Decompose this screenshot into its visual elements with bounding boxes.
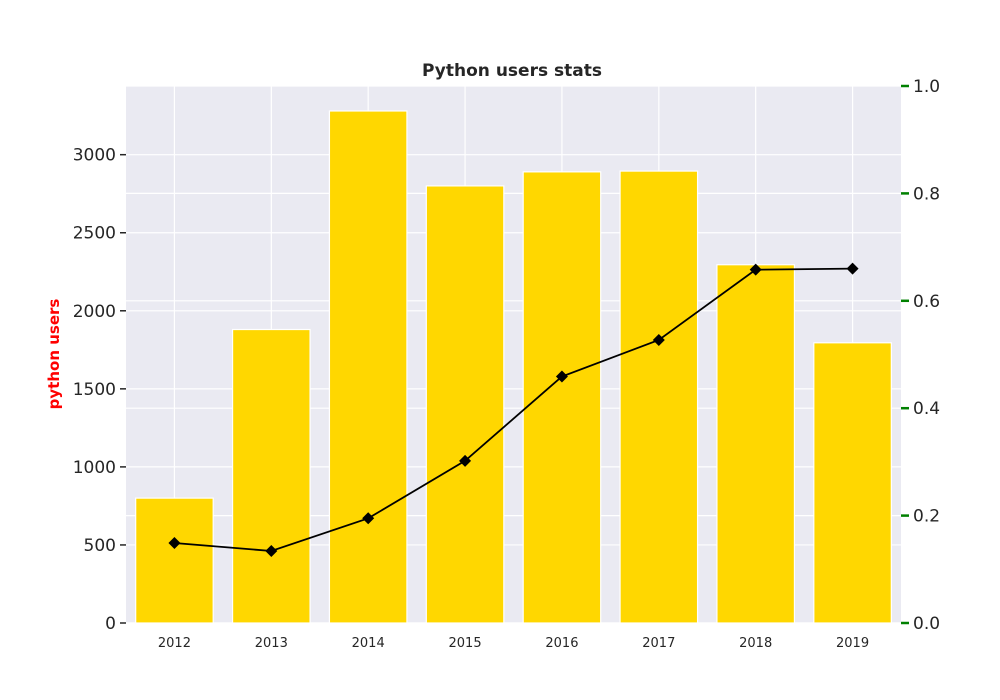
bar-2016 (522, 171, 602, 624)
x-tick-label: 2019 (836, 636, 869, 651)
bar-2014 (328, 110, 408, 624)
line-point-2012 (168, 536, 181, 549)
y2-tick-label: 0.0 (913, 614, 940, 634)
y-tick-label: 2000 (73, 302, 116, 322)
bar-2013 (231, 328, 311, 624)
x-tick-label: 2013 (255, 636, 288, 651)
line-point-2013 (265, 545, 278, 558)
line-path (174, 267, 853, 552)
left-axis: 0 500 1000 1500 2000 2500 3000 (73, 146, 126, 634)
y-tick-label: 500 (84, 536, 116, 556)
line-point-2015 (459, 454, 472, 467)
x-axis: 2012 2013 2014 2015 2016 2017 2018 2019 (158, 636, 869, 651)
x-tick-label: 2016 (545, 636, 578, 651)
bar-2017 (619, 170, 699, 624)
x-tick-label: 2012 (158, 636, 191, 651)
y2-tick-label: 0.4 (913, 399, 940, 419)
line-point-2016 (555, 370, 568, 383)
line-point-2018 (749, 263, 762, 276)
y2-tick-label: 0.8 (913, 184, 940, 204)
y-axis-label: python users (45, 299, 63, 410)
x-tick-label: 2014 (352, 636, 385, 651)
line-point-2019 (846, 262, 859, 275)
y-tick-label: 3000 (73, 146, 116, 166)
x-tick-label: 2017 (642, 636, 675, 651)
y2-tick-label: 0.6 (913, 292, 940, 312)
bar-2018 (716, 264, 796, 624)
bar-2015 (425, 185, 505, 624)
chart-title: Python users stats (422, 61, 602, 81)
y-tick-label: 0 (105, 614, 116, 634)
x-tick-label: 2018 (739, 636, 772, 651)
right-axis: 0.0 0.2 0.4 0.6 0.8 1.0 (901, 77, 940, 634)
line-series (168, 262, 859, 558)
y2-tick-label: 0.2 (913, 507, 940, 527)
y2-tick-label: 1.0 (913, 77, 940, 97)
bars (135, 110, 892, 624)
bar-2012 (135, 497, 214, 624)
line-point-2014 (362, 512, 375, 525)
y-tick-label: 1500 (73, 380, 116, 400)
y-tick-label: 1000 (73, 458, 116, 478)
x-tick-label: 2015 (449, 636, 482, 651)
line-point-2017 (652, 334, 665, 347)
y-tick-label: 2500 (73, 224, 116, 244)
bar-2019 (813, 342, 892, 624)
